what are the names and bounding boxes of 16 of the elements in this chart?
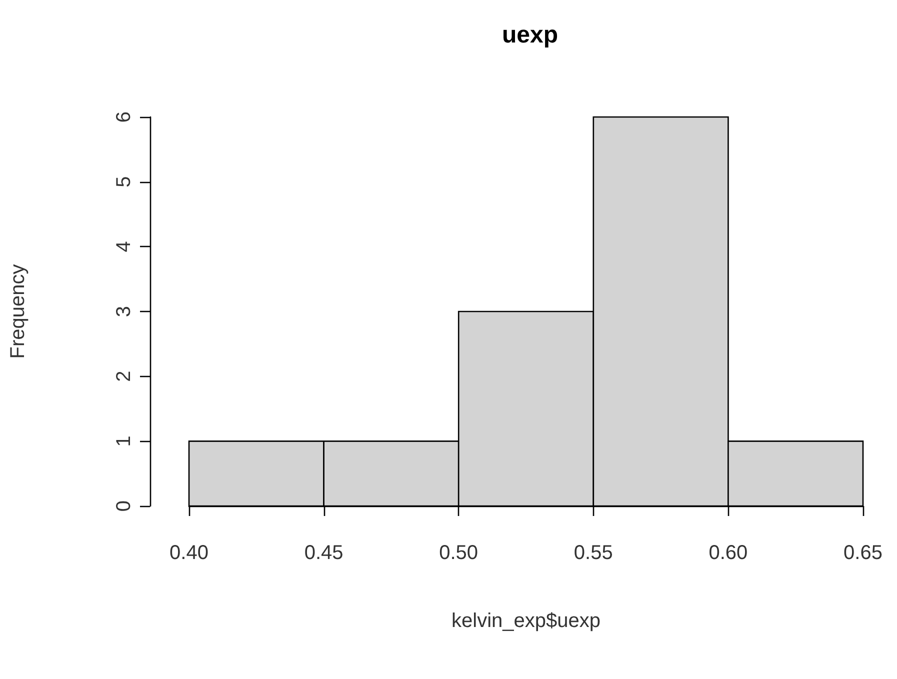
x-axis-title: kelvin_exp$uexp bbox=[452, 610, 600, 632]
y-tick-label: 5 bbox=[113, 176, 135, 188]
x-tick-label: 0.45 bbox=[304, 542, 344, 564]
y-tick-label: 2 bbox=[113, 370, 135, 382]
y-axis-title: Frequency bbox=[7, 264, 29, 359]
y-tick-label: 6 bbox=[113, 111, 135, 123]
y-tick-label: 4 bbox=[113, 241, 135, 252]
y-tick-label: 0 bbox=[113, 500, 135, 512]
x-tick-label: 0.40 bbox=[170, 542, 208, 564]
chart-title: uexp bbox=[502, 22, 558, 48]
x-tick-label: 0.60 bbox=[708, 542, 748, 564]
y-tick-label: 3 bbox=[113, 306, 135, 318]
y-tick-label: 1 bbox=[113, 436, 135, 447]
x-tick-label: 0.65 bbox=[844, 542, 882, 564]
x-tick-label: 0.55 bbox=[574, 542, 613, 564]
x-tick-label: 0.50 bbox=[439, 542, 478, 564]
